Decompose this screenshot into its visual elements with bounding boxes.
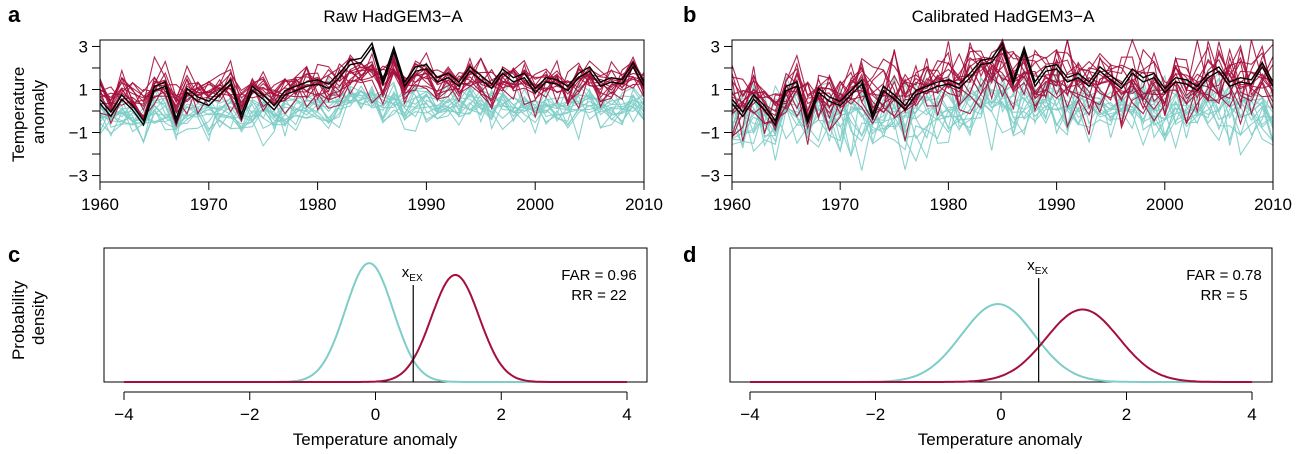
panel-d-xtick-label: −4 [740,405,759,424]
panel-c-actual-density-line [124,273,627,383]
panel-a-observed-line [99,41,645,123]
panel-a-title: Raw HadGEM3−A [323,7,463,26]
panel-c-plot: xEX FAR = 0.96 RR = 22 −4 −2 0 2 4 [103,247,648,424]
panel-a-xtick-label: 1990 [407,195,445,214]
panel-b-observed-line [731,41,1274,123]
panel-d-xlabel: Temperature anomaly [918,430,1083,449]
panel-b-plot: −3 −1 1 3 1960 1970 1980 1990 2000 2010 [701,37,1292,214]
panel-b-ytick-label: −1 [701,124,720,143]
panel-a-actual-member-line [99,56,645,123]
panel-letter-d: d [683,242,696,267]
panel-c-xtick-label: 2 [497,405,506,424]
panel-c-xtick-label: −2 [240,405,259,424]
panel-c-annotation: FAR = 0.96 [561,267,636,284]
panel-b-xtick-label: 2000 [1146,195,1184,214]
panel-letter-a: a [8,2,21,27]
panel-d-annotation: FAR = 0.78 [1186,267,1261,284]
panel-a-observed-line [99,45,645,127]
panel-d-xtick-label: 2 [1122,405,1131,424]
panel-a-actual-member-line [99,61,645,123]
panel-d-natural-density-line [750,302,1252,383]
panel-a-xtick-label: 1980 [299,195,337,214]
panel-c-xtick-label: 0 [371,405,380,424]
panel-a-natural-member-line [99,86,645,142]
panel-c-threshold-label-main: x [402,264,410,281]
panel-d-xtick-label: 0 [996,405,1005,424]
panel-c-ylabel-line-2: density [29,291,48,345]
panel-c-xtick-label: −4 [114,405,133,424]
panel-a-natural-member-line [99,75,645,144]
panel-d-frame [729,247,1273,383]
panel-c-xtick-label: 4 [622,405,631,424]
panel-d-threshold-label: xEX [1027,257,1048,277]
panel-b-xtick-label: 1960 [713,195,751,214]
panel-b-actual-member-line [731,48,1274,125]
panel-d-xtick-label: 4 [1247,405,1256,424]
panel-b-xtick-label: 1970 [821,195,859,214]
panel-a-ylabel: Temperature anomaly [9,62,48,162]
panel-c-ylabel-line-1: Probability [9,280,28,360]
panel-letter-c: c [8,242,20,267]
panel-b-xtick-label: 1990 [1038,195,1076,214]
panel-a-natural-member-line [99,85,645,143]
panel-a-xtick-label: 1970 [190,195,228,214]
panel-a-natural-member-line [99,90,645,134]
panel-d-actual-density-line [750,308,1252,383]
panel-c-natural-density-line [124,262,627,383]
panel-d-plot: xEX FAR = 0.78 RR = 5 −4 −2 0 2 4 [729,247,1273,424]
panel-a-ytick-label: 1 [79,80,88,99]
panel-b-actual-member-line [731,41,1274,122]
panel-a-xtick-label: 1960 [81,195,119,214]
panel-b-natural-member-line [731,76,1274,148]
panel-b-observed-line [731,45,1274,127]
panel-a-ytick-label: 3 [79,37,88,56]
panel-b-actual-member-line [731,41,1274,133]
panel-c-threshold-label: xEX [402,264,423,284]
panel-b-natural-member-line [731,62,1274,171]
panel-b-actual-member-line [731,39,1274,125]
panel-d-threshold-label-subscript: EX [1035,266,1049,277]
panel-a-plot: −3 −1 1 3 1960 1970 1980 1990 2000 2010 [69,37,663,214]
panel-b-xtick-label: 2010 [1254,195,1292,214]
panel-a-ytick-label: −1 [69,124,88,143]
panel-b-ytick-label: −3 [701,167,720,186]
panel-b-xtick-label: 1980 [929,195,967,214]
panel-c-threshold-label-subscript: EX [409,273,423,284]
panel-b-ytick-label: 1 [711,80,720,99]
panel-d-threshold-label-main: x [1027,257,1035,274]
panel-b-ytick-label: 3 [711,37,720,56]
panel-c-annotation: RR = 22 [571,287,626,304]
panel-a-actual-member-line [99,51,645,108]
panel-d-annotation: RR = 5 [1200,287,1247,304]
panel-a-actual-member-line [99,57,645,115]
panel-c-ylabel: Probability density [9,276,48,360]
panel-a-ylabel-line-2: anomaly [29,79,48,144]
panel-letter-b: b [683,2,696,27]
panel-a-ylabel-line-1: Temperature [9,67,28,162]
panel-c-xlabel: Temperature anomaly [293,430,458,449]
panel-a-natural-member-line [99,88,645,147]
panel-d-xtick-label: −2 [866,405,885,424]
panel-a-actual-member-line [99,54,645,121]
panel-b-title: Calibrated HadGEM3−A [912,7,1096,26]
panel-a-xtick-label: 2010 [625,195,663,214]
panel-a-ytick-label: −3 [69,167,88,186]
panel-a-xtick-label: 2000 [516,195,554,214]
